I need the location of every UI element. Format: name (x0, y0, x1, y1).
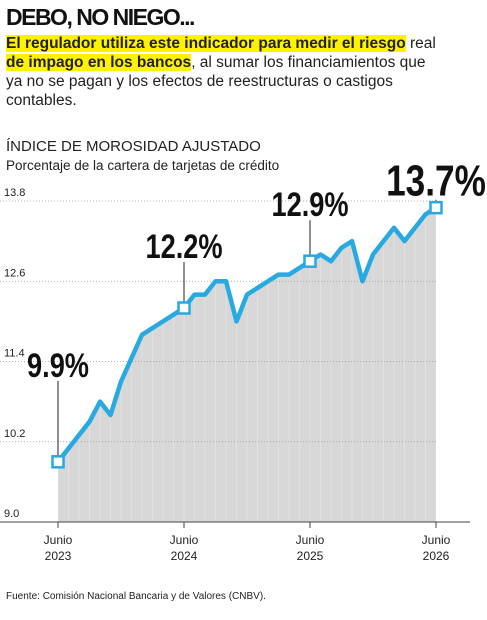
chart-title: ÍNDICE DE MOROSIDAD AJUSTADO (6, 138, 261, 155)
intro-highlight: de impago en los bancos (6, 54, 192, 71)
x-tick-label: Junio 2025 (295, 533, 325, 563)
intro-text: real (409, 35, 436, 52)
value-label-group: 13.7% (386, 157, 486, 206)
value-label: 9.9% (27, 346, 89, 385)
marker (51, 455, 65, 469)
y-tick-label: 11.4 (4, 348, 25, 360)
marker (429, 200, 443, 215)
area (58, 207, 436, 522)
value-label: 12.9% (271, 185, 348, 224)
y-tick-label: 9.0 (4, 508, 19, 520)
marker (177, 301, 191, 315)
value-label: 13.7% (386, 157, 486, 206)
x-tick-label: Junio 2023 (43, 533, 73, 563)
marker (303, 254, 317, 268)
value-label-group: 9.9% (27, 346, 89, 385)
x-tick-label: Junio 2026 (421, 533, 451, 563)
intro-text: , al sumar los financiamientos que ya no… (6, 54, 426, 109)
intro: El regulador utiliza este indicador para… (6, 34, 446, 110)
source: Fuente: Comisión Nacional Bancaria y de … (6, 591, 266, 602)
intro-highlight: El regulador utiliza este indicador para… (6, 35, 406, 52)
y-tick-label: 12.6 (4, 267, 25, 279)
value-label: 12.2% (145, 227, 222, 266)
y-tick-label: 10.2 (4, 428, 25, 440)
chart-subtitle: Porcentaje de la cartera de tarjetas de … (6, 158, 280, 173)
x-tick-label: Junio 2024 (169, 533, 199, 563)
page-title: DEBO, NO NIEGO... (6, 4, 195, 30)
y-tick-label: 13.8 (4, 187, 25, 199)
value-label-group: 12.2% (145, 227, 222, 266)
value-label-group: 12.9% (271, 185, 348, 224)
line (56, 205, 438, 464)
